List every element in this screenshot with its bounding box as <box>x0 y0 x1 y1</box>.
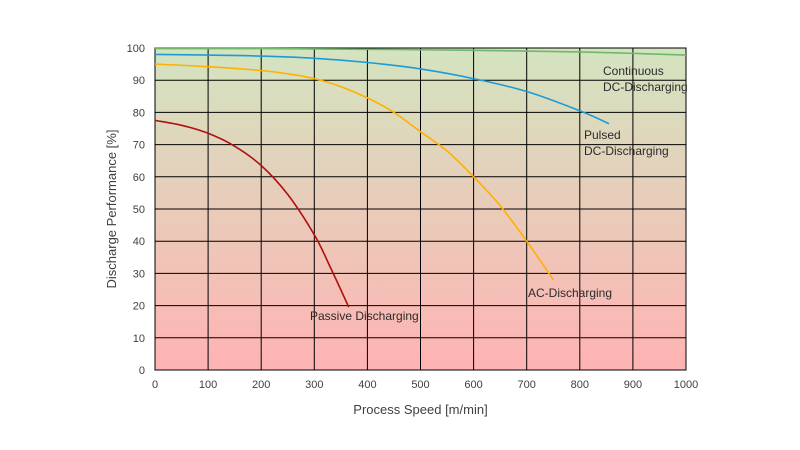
x-tick-label: 700 <box>518 379 536 391</box>
x-tick-label: 300 <box>305 379 323 391</box>
tick-labels: 0 100 200 300 400 500 600 700 800 900 1000 0 10 20 30 4… <box>127 43 699 391</box>
series-labels: Passive Discharging AC-Discharging Pulsed D… <box>310 64 688 323</box>
y-axis-title: Discharge Performance [%] <box>104 130 119 289</box>
x-tick-label: 100 <box>199 379 217 391</box>
x-axis-title: Process Speed [m/min] <box>353 402 487 417</box>
y-tick-label: 90 <box>133 75 145 87</box>
plot-border <box>154 47 687 371</box>
series-label-continuous-dc-discharging: Continuous <box>603 64 664 78</box>
y-tick-label: 70 <box>133 140 145 152</box>
series-label-continuous-dc-discharging: DC-Discharging <box>603 80 688 94</box>
y-tick-label: 10 <box>133 333 145 345</box>
series-label-ac-discharging: AC-Discharging <box>528 286 612 300</box>
x-tick-label: 200 <box>252 379 270 391</box>
x-tick-label: 1000 <box>674 379 698 391</box>
y-tick-label: 30 <box>133 268 145 280</box>
x-tick-label: 600 <box>464 379 482 391</box>
x-tick-label: 900 <box>624 379 642 391</box>
y-tick-label: 80 <box>133 107 145 119</box>
y-tick-label: 50 <box>133 204 145 216</box>
y-tick-label: 100 <box>127 43 145 55</box>
series-line-continuous-dc-discharging <box>154 47 687 56</box>
x-tick-label: 400 <box>358 379 376 391</box>
x-tick-label: 800 <box>571 379 589 391</box>
series-line-pulsed-dc-discharging <box>154 53 610 125</box>
y-tick-label: 0 <box>139 365 145 377</box>
x-tick-label: 0 <box>152 379 158 391</box>
series-line-ac-discharging <box>154 63 554 281</box>
x-tick-label: 500 <box>411 379 429 391</box>
y-tick-label: 40 <box>133 236 145 248</box>
y-tick-label: 20 <box>133 301 145 313</box>
series-lines <box>154 47 687 308</box>
series-label-pulsed-dc-discharging: Pulsed <box>584 128 621 142</box>
series-line-passive-discharging <box>154 119 350 308</box>
series-label-pulsed-dc-discharging: DC-Discharging <box>584 144 669 158</box>
series-label-passive-discharging: Passive Discharging <box>310 309 419 323</box>
y-tick-label: 60 <box>133 172 145 184</box>
